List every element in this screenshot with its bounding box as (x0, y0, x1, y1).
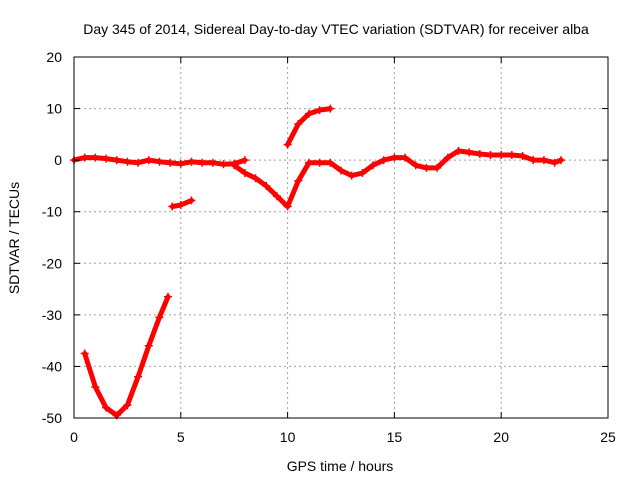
data-point (315, 106, 324, 115)
data-point (168, 202, 177, 211)
data-point (230, 161, 239, 170)
data-point (369, 161, 378, 170)
series-segment-2 (80, 292, 172, 420)
plot-frame (73, 56, 609, 419)
y-tick-label: 10 (46, 101, 62, 117)
data-point (433, 163, 442, 172)
data-point (465, 148, 474, 157)
data-point (176, 201, 185, 210)
data-point (91, 383, 100, 392)
y-tick-label: -30 (42, 307, 62, 323)
data-point (454, 146, 463, 155)
x-tick-label: 25 (600, 429, 616, 445)
data-point (123, 401, 132, 410)
data-point (401, 153, 410, 162)
data-point (358, 169, 367, 178)
data-point (443, 153, 452, 162)
y-tick-label: -50 (42, 410, 62, 426)
data-point (102, 403, 111, 412)
data-point (262, 181, 271, 190)
data-point (112, 156, 121, 165)
data-point (80, 349, 89, 358)
data-point (219, 160, 228, 169)
data-point (187, 196, 196, 205)
data-point (518, 152, 527, 161)
series-segment-3 (168, 196, 196, 211)
grid-lines (74, 57, 608, 418)
data-point (163, 292, 172, 301)
data-point (304, 158, 313, 167)
x-tick-label: 15 (387, 429, 403, 445)
data-point (251, 174, 260, 183)
data-point (155, 157, 164, 166)
data-point (283, 202, 292, 211)
data-point (422, 163, 431, 172)
series-segment-1 (70, 153, 249, 169)
data-point (134, 372, 143, 381)
data-point (347, 171, 356, 180)
data-point (144, 156, 153, 165)
data-point (198, 158, 207, 167)
data-point (497, 150, 506, 159)
data-point (134, 158, 143, 167)
x-axis-label: GPS time / hours (287, 458, 394, 474)
y-tick-label: 0 (54, 152, 62, 168)
y-tick-label: 20 (46, 49, 62, 65)
data-point (123, 157, 132, 166)
data-point (272, 192, 281, 201)
x-tick-label: 5 (177, 429, 185, 445)
data-point (208, 158, 217, 167)
data-point (539, 156, 548, 165)
data-point (379, 156, 388, 165)
data-point (144, 341, 153, 350)
data-point (102, 154, 111, 163)
x-tick-label: 10 (280, 429, 296, 445)
data-point (176, 159, 185, 168)
y-tick-label: -10 (42, 204, 62, 220)
series-segment-4 (230, 146, 566, 211)
data-point (166, 158, 175, 167)
data-point (475, 149, 484, 158)
x-tick-label: 20 (493, 429, 509, 445)
series-layer (70, 104, 566, 420)
data-point (557, 156, 566, 165)
data-point (80, 153, 89, 162)
y-axis-label: SDTVAR / TECUs (6, 182, 22, 294)
data-point (304, 109, 313, 118)
data-point (294, 176, 303, 185)
data-point (283, 140, 292, 149)
data-point (390, 153, 399, 162)
y-tick-label: -40 (42, 358, 62, 374)
series-line (231, 148, 564, 210)
series-segment-5 (283, 104, 335, 149)
x-tick-label: 0 (70, 429, 78, 445)
data-point (155, 313, 164, 322)
data-point (486, 150, 495, 159)
data-point (326, 158, 335, 167)
data-point (240, 169, 249, 178)
data-point (187, 157, 196, 166)
data-point (294, 120, 303, 129)
data-point (550, 158, 559, 167)
data-point (529, 156, 538, 165)
data-point (507, 150, 516, 159)
data-point (315, 158, 324, 167)
y-tick-label: -20 (42, 255, 62, 271)
chart-title: Day 345 of 2014, Sidereal Day-to-day VTE… (83, 21, 589, 37)
axis-ticks: 0 5 10 15 20 25 20 10 0 -10 -20 -30 -40 -50 (42, 49, 616, 445)
data-point (240, 156, 249, 165)
data-point (337, 166, 345, 175)
data-point (91, 153, 100, 162)
data-point (326, 104, 335, 113)
data-point (411, 161, 420, 170)
